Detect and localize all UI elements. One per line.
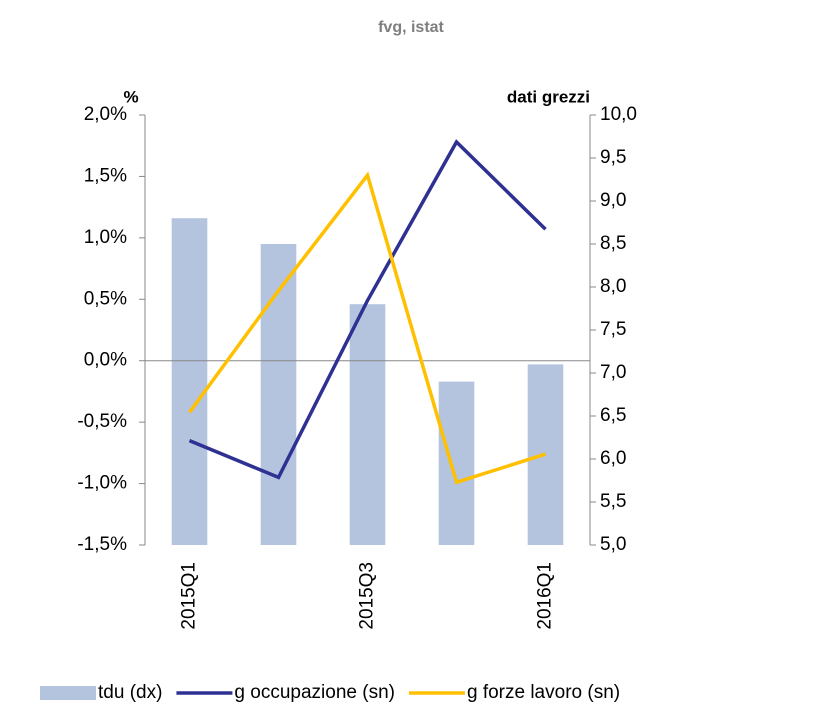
y2-tick-label: 6,5 [600, 405, 626, 426]
legend-label: g forze lavoro (sn) [467, 682, 620, 703]
y-tick-label: 1,5% [84, 165, 127, 186]
y-axis-label: % [123, 87, 138, 106]
chart-title: fvg, istat [378, 19, 444, 36]
bar [349, 304, 386, 545]
y2-tick-label: 9,5 [600, 147, 626, 168]
y2-tick-label: 6,0 [600, 448, 626, 469]
y-tick-label: 1,0% [84, 227, 127, 248]
legend-label: g occupazione (sn) [234, 682, 395, 703]
y-tick-label: -1,5% [77, 534, 127, 555]
y2-tick-label: 9,0 [600, 190, 626, 211]
x-tick-label: 2015Q1 [179, 562, 200, 630]
y2-tick-label: 7,5 [600, 319, 626, 340]
line-series [188, 139, 547, 480]
bar [438, 381, 475, 545]
y2-tick-label: 8,5 [600, 233, 626, 254]
y-tick-label: 2,0% [84, 104, 127, 125]
y-tick-label: -1,0% [77, 473, 127, 494]
y-tick-label: 0,5% [84, 288, 127, 309]
line-series [188, 171, 547, 485]
x-tick-label: 2016Q1 [535, 562, 556, 630]
bar [171, 218, 208, 545]
bar [260, 244, 297, 545]
legend-label: tdu (dx) [98, 682, 162, 703]
y2-axis-label: dati grezzi [507, 87, 590, 106]
legend-swatch [40, 686, 96, 700]
y2-tick-label: 8,0 [600, 276, 626, 297]
y2-tick-label: 7,0 [600, 362, 626, 383]
y-tick-label: 0,0% [84, 350, 127, 371]
y2-tick-label: 5,0 [600, 534, 626, 555]
y2-tick-label: 10,0 [600, 104, 637, 125]
x-tick-label: 2015Q3 [357, 562, 378, 630]
y2-tick-label: 5,5 [600, 491, 626, 512]
y-tick-label: -0,5% [77, 411, 127, 432]
